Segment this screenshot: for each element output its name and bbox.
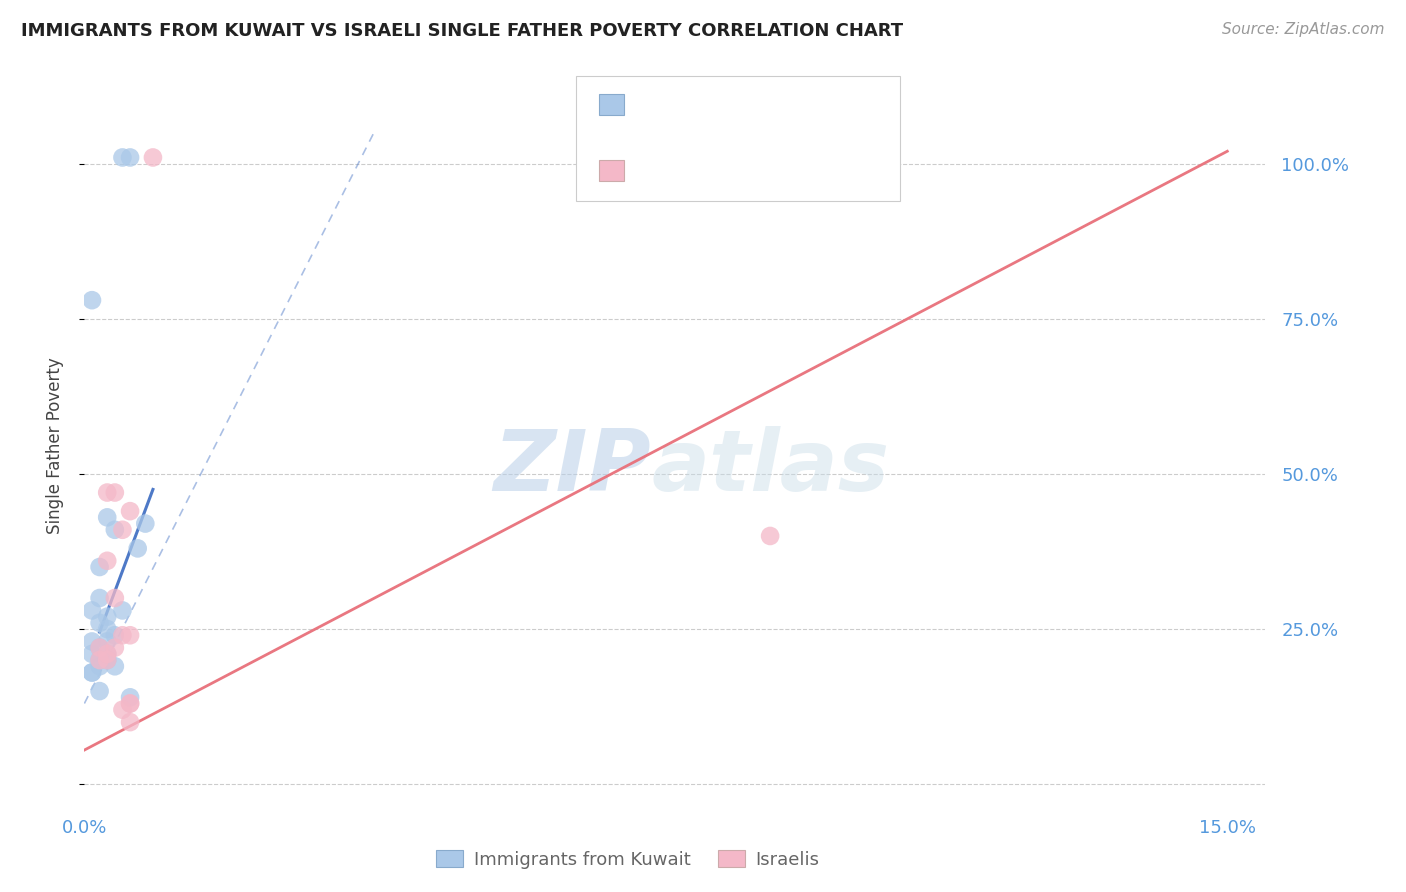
- Legend: Immigrants from Kuwait, Israelis: Immigrants from Kuwait, Israelis: [429, 843, 827, 876]
- Point: [120, 715, 142, 730]
- Point: [80, 293, 103, 308]
- Point: [104, 628, 127, 642]
- Text: ZIP: ZIP: [494, 425, 651, 509]
- Point: [89, 560, 111, 574]
- Point: [96, 634, 118, 648]
- Point: [89, 653, 111, 667]
- Text: 19: 19: [794, 161, 820, 179]
- Point: [96, 609, 118, 624]
- Point: [89, 653, 111, 667]
- Point: [96, 510, 118, 524]
- Point: [96, 647, 118, 661]
- Text: R =: R =: [640, 161, 679, 179]
- Point: [120, 151, 142, 165]
- Point: [96, 485, 118, 500]
- Point: [120, 504, 142, 518]
- Point: [111, 523, 134, 537]
- Point: [89, 659, 111, 673]
- Point: [89, 640, 111, 655]
- Point: [104, 640, 127, 655]
- Text: 28: 28: [794, 95, 820, 113]
- Point: [96, 647, 118, 661]
- Y-axis label: Single Father Poverty: Single Father Poverty: [45, 358, 63, 534]
- Point: [104, 523, 127, 537]
- Point: [759, 529, 782, 543]
- Point: [89, 684, 111, 698]
- Point: [96, 554, 118, 568]
- Text: 0.792: 0.792: [682, 161, 738, 179]
- Point: [120, 690, 142, 705]
- Point: [104, 659, 127, 673]
- Point: [89, 615, 111, 630]
- Point: [80, 665, 103, 680]
- Point: [104, 485, 127, 500]
- Point: [111, 151, 134, 165]
- Point: [80, 665, 103, 680]
- Point: [80, 603, 103, 617]
- Text: IMMIGRANTS FROM KUWAIT VS ISRAELI SINGLE FATHER POVERTY CORRELATION CHART: IMMIGRANTS FROM KUWAIT VS ISRAELI SINGLE…: [21, 22, 903, 40]
- Point: [120, 628, 142, 642]
- Point: [80, 634, 103, 648]
- Point: [142, 151, 165, 165]
- Point: [111, 703, 134, 717]
- Text: atlas: atlas: [651, 425, 890, 509]
- Text: Source: ZipAtlas.com: Source: ZipAtlas.com: [1222, 22, 1385, 37]
- Text: 0.365: 0.365: [682, 95, 738, 113]
- Point: [134, 516, 156, 531]
- Point: [111, 603, 134, 617]
- Text: N =: N =: [745, 161, 797, 179]
- Point: [127, 541, 149, 556]
- Text: R =: R =: [640, 95, 679, 113]
- Point: [89, 640, 111, 655]
- Point: [96, 622, 118, 636]
- Point: [120, 697, 142, 711]
- Point: [104, 591, 127, 605]
- Point: [89, 591, 111, 605]
- Text: N =: N =: [745, 95, 797, 113]
- Point: [111, 628, 134, 642]
- Point: [96, 653, 118, 667]
- Point: [96, 653, 118, 667]
- Point: [120, 697, 142, 711]
- Point: [80, 647, 103, 661]
